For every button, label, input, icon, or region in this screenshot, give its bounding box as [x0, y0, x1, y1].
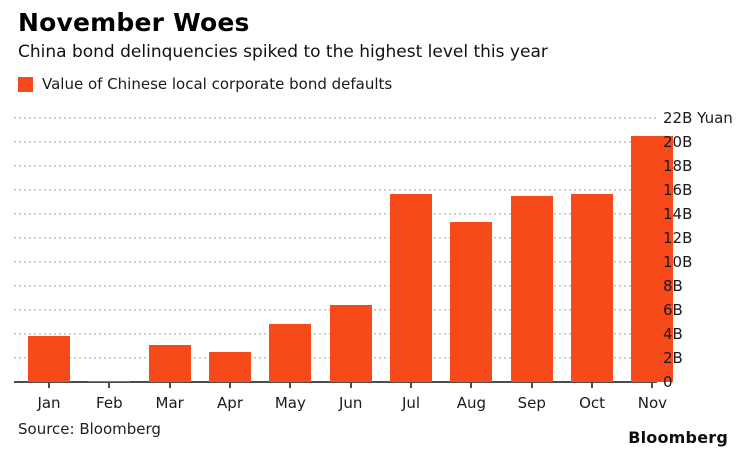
- bloomberg-logo: Bloomberg: [628, 428, 728, 447]
- gridline: [14, 141, 657, 143]
- x-tick: [349, 383, 352, 388]
- chart-subtitle: China bond delinquencies spiked to the h…: [18, 42, 548, 62]
- y-axis-label: 6B: [663, 301, 683, 319]
- gridline: [14, 261, 657, 263]
- x-axis-label: Aug: [456, 394, 487, 412]
- gridline: [14, 237, 657, 239]
- x-tick: [168, 383, 171, 388]
- y-axis-label: 18B: [663, 157, 693, 175]
- y-axis-label: 10B: [663, 253, 693, 271]
- bar-jul: [390, 193, 433, 382]
- x-axis-line: [14, 381, 657, 383]
- y-axis-label: 22B Yuan: [663, 109, 733, 127]
- x-axis-label: Apr: [217, 394, 243, 412]
- gridline: [14, 285, 657, 287]
- x-axis-label: Nov: [637, 394, 668, 412]
- y-axis-label: 8B: [663, 277, 683, 295]
- gridline: [14, 213, 657, 215]
- x-axis-label: Jul: [401, 394, 421, 412]
- y-axis-label: 16B: [663, 181, 693, 199]
- y-axis-label: 12B: [663, 229, 693, 247]
- y-axis-label: 20B: [663, 133, 693, 151]
- x-tick: [530, 383, 533, 388]
- bar-jan: [28, 336, 70, 382]
- legend: Value of Chinese local corporate bond de…: [18, 75, 392, 93]
- x-tick: [651, 383, 654, 388]
- plot-area: [14, 117, 674, 383]
- x-axis-label: Oct: [579, 394, 606, 412]
- x-axis-label: Jan: [37, 394, 61, 412]
- bar-oct: [571, 193, 614, 382]
- x-tick: [410, 383, 413, 388]
- gridline: [14, 189, 657, 191]
- x-tick: [108, 383, 111, 388]
- x-tick: [48, 383, 50, 388]
- y-axis-label: 14B: [663, 205, 693, 223]
- gridline: [14, 165, 657, 167]
- bar-aug: [450, 222, 493, 382]
- source-label: Source: Bloomberg: [18, 420, 161, 438]
- y-axis-label: 4B: [663, 325, 683, 343]
- bar-jun: [329, 305, 372, 382]
- x-axis-label: Sep: [517, 394, 546, 412]
- x-axis-label: Jun: [338, 394, 363, 412]
- x-tick: [229, 383, 232, 388]
- bar-mar: [148, 344, 191, 382]
- x-tick: [289, 383, 292, 388]
- bar-nov: [631, 136, 674, 382]
- y-axis-label: 2B: [663, 349, 683, 367]
- bar-apr: [209, 352, 252, 382]
- legend-swatch: [18, 76, 33, 92]
- x-tick: [591, 383, 594, 388]
- bar-may: [269, 324, 312, 382]
- gridline: [14, 117, 657, 119]
- chart-title: November Woes: [18, 8, 250, 37]
- x-axis-label: May: [274, 394, 306, 412]
- y-axis-label: 0: [663, 373, 673, 391]
- x-axis-label: Mar: [155, 394, 184, 412]
- legend-label: Value of Chinese local corporate bond de…: [42, 75, 393, 93]
- bar-sep: [510, 196, 553, 382]
- bar-feb: [88, 380, 131, 382]
- x-axis-label: Feb: [96, 394, 123, 412]
- x-tick: [470, 383, 473, 388]
